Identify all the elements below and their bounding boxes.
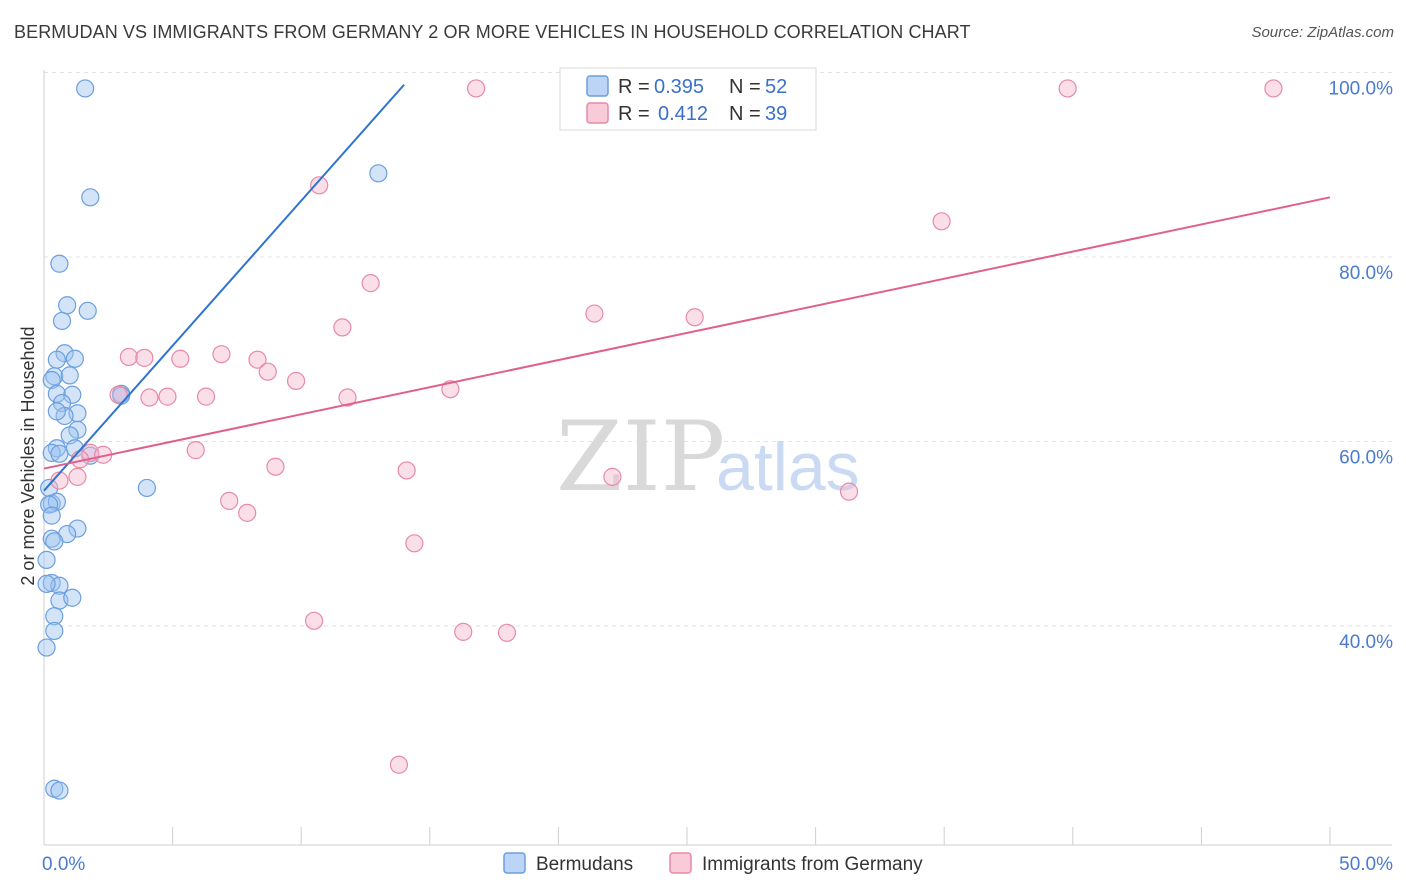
point-immigrants-germany-35 bbox=[304, 611, 324, 630]
point-immigrants-germany-36 bbox=[454, 622, 473, 641]
bottom-legend-label-bermudans: Bermudans bbox=[536, 854, 633, 875]
point-immigrants-germany-8 bbox=[333, 318, 352, 337]
point-immigrants-germany-21 bbox=[338, 388, 357, 407]
point-immigrants-germany-1 bbox=[1058, 79, 1077, 98]
point-bermudans-4 bbox=[58, 296, 77, 315]
y-axis-label: 2 or more Vehicles in Household bbox=[18, 326, 38, 585]
legend-r-label-2: R = bbox=[618, 103, 650, 125]
y-tick-label-40: 40.0% bbox=[1339, 632, 1393, 653]
point-immigrants-germany-11 bbox=[171, 349, 190, 368]
point-bermudans-48 bbox=[50, 781, 69, 800]
point-bermudans-28 bbox=[137, 478, 156, 498]
legend-r-value-2: 0.412 bbox=[658, 103, 708, 125]
point-bermudans-33 bbox=[42, 506, 61, 525]
point-bermudans-11 bbox=[60, 366, 79, 385]
point-immigrants-germany-38 bbox=[389, 755, 409, 774]
legend-n-value-1: 52 bbox=[765, 76, 787, 98]
stats-legend: R = 0.395 N = 52 R = 0.412 N = 39 bbox=[559, 67, 817, 131]
y-tick-label-60: 60.0% bbox=[1339, 448, 1393, 469]
legend-swatch-immigrants-germany bbox=[586, 102, 609, 124]
point-immigrants-germany-28 bbox=[603, 467, 622, 486]
point-bermudans-26 bbox=[50, 444, 69, 463]
point-immigrants-germany-4 bbox=[932, 212, 951, 231]
series-legend: Bermudans Immigrants from Germany bbox=[503, 852, 923, 875]
bottom-legend-swatch-bermudans bbox=[503, 852, 526, 874]
point-immigrants-germany-12 bbox=[212, 345, 231, 364]
x-tick-label-max: 50.0% bbox=[1339, 854, 1393, 875]
point-bermudans-1 bbox=[369, 164, 388, 183]
point-immigrants-germany-27 bbox=[397, 461, 416, 480]
point-immigrants-germany-31 bbox=[839, 482, 859, 501]
point-immigrants-germany-3 bbox=[310, 176, 329, 195]
point-bermudans-36 bbox=[42, 529, 61, 548]
legend-n-label-1: N = bbox=[729, 76, 761, 98]
trend-line-bermudans bbox=[43, 84, 405, 492]
chart-title: BERMUDAN VS IMMIGRANTS FROM GERMANY 2 OR… bbox=[14, 22, 971, 42]
point-immigrants-germany-10 bbox=[135, 348, 154, 367]
point-immigrants-germany-0 bbox=[466, 79, 486, 98]
point-immigrants-germany-26 bbox=[266, 457, 285, 476]
point-immigrants-germany-32 bbox=[220, 491, 239, 510]
point-immigrants-germany-20 bbox=[196, 387, 216, 406]
point-bermudans-38 bbox=[37, 550, 56, 570]
point-immigrants-germany-5 bbox=[361, 274, 380, 293]
point-immigrants-germany-18 bbox=[140, 388, 159, 407]
legend-n-value-2: 39 bbox=[765, 103, 787, 125]
point-bermudans-5 bbox=[78, 301, 97, 320]
point-bermudans-44 bbox=[45, 607, 64, 626]
point-immigrants-germany-37 bbox=[497, 623, 517, 642]
watermark: ZIP atlas bbox=[556, 401, 860, 513]
y-tick-label-80: 80.0% bbox=[1339, 263, 1393, 284]
point-bermudans-12 bbox=[42, 370, 61, 390]
point-bermudans-2 bbox=[81, 188, 100, 207]
trend-lines bbox=[43, 84, 1331, 492]
point-bermudans-45 bbox=[45, 621, 64, 641]
point-immigrants-germany-15 bbox=[286, 371, 306, 391]
point-immigrants-germany-6 bbox=[585, 304, 604, 323]
point-bermudans-37 bbox=[45, 532, 64, 551]
legend-n-label-2: N = bbox=[729, 103, 761, 125]
point-bermudans-46 bbox=[37, 638, 56, 657]
y-tick-label-100: 100.0% bbox=[1329, 78, 1394, 99]
legend-r-label-1: R = bbox=[618, 76, 650, 98]
point-bermudans-20 bbox=[47, 402, 66, 421]
point-immigrants-germany-33 bbox=[238, 503, 257, 522]
point-bermudans-8 bbox=[65, 349, 84, 368]
point-bermudans-41 bbox=[37, 574, 56, 593]
point-bermudans-25 bbox=[42, 443, 61, 462]
point-bermudans-32 bbox=[40, 495, 59, 514]
gridlines bbox=[44, 71, 1392, 627]
point-bermudans-43 bbox=[63, 588, 82, 607]
legend-r-value-1: 0.395 bbox=[654, 76, 704, 98]
point-immigrants-germany-19 bbox=[158, 387, 177, 406]
bottom-legend-swatch-immigrants-germany bbox=[669, 852, 692, 874]
point-immigrants-germany-34 bbox=[405, 534, 424, 553]
point-bermudans-3 bbox=[50, 254, 69, 273]
point-immigrants-germany-25 bbox=[186, 441, 205, 460]
point-immigrants-germany-16 bbox=[441, 380, 460, 399]
data-points bbox=[37, 79, 1283, 800]
axes: 40.0% 60.0% 80.0% 100.0% bbox=[43, 70, 1394, 846]
chart-source: Source: ZipAtlas.com bbox=[1251, 24, 1394, 41]
point-immigrants-germany-13 bbox=[248, 350, 267, 369]
x-tick-label-min: 0.0% bbox=[42, 854, 85, 875]
bottom-legend-label-immigrants-germany: Immigrants from Germany bbox=[702, 854, 923, 875]
point-immigrants-germany-7 bbox=[685, 308, 704, 327]
point-bermudans-34 bbox=[68, 519, 87, 538]
point-immigrants-germany-29 bbox=[68, 467, 87, 486]
point-bermudans-6 bbox=[52, 311, 72, 331]
point-immigrants-germany-2 bbox=[1264, 79, 1283, 98]
watermark-atlas: atlas bbox=[716, 429, 860, 505]
point-bermudans-9 bbox=[47, 350, 66, 369]
legend-swatch-bermudans bbox=[586, 75, 609, 97]
point-bermudans-0 bbox=[76, 79, 95, 98]
watermark-zip: ZIP bbox=[556, 401, 725, 513]
point-immigrants-germany-14 bbox=[258, 362, 277, 381]
trend-line-immigrants-germany bbox=[43, 196, 1331, 470]
point-immigrants-germany-17 bbox=[109, 385, 128, 404]
point-immigrants-germany-9 bbox=[119, 347, 138, 367]
